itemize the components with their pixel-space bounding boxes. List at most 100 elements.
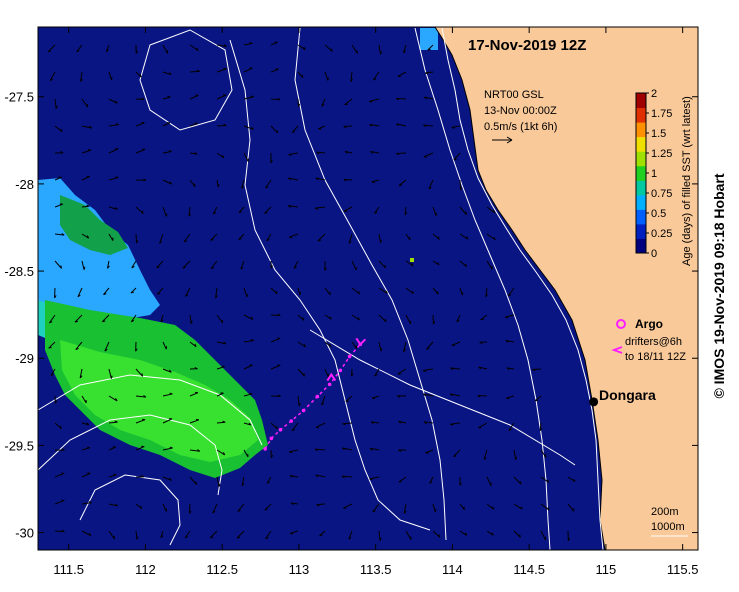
current-vector-head [61,529,65,533]
current-vector-head [131,319,135,323]
current-vector-head [111,76,113,81]
current-vector-head [105,49,109,53]
current-vector-head [369,478,373,481]
current-vector [288,152,299,156]
current-vector-head [438,534,441,538]
current-vector [345,395,353,402]
current-vector-head [425,72,429,75]
current-vector-head [460,186,463,191]
current-vector [315,448,326,451]
current-vector-head [276,425,278,430]
current-vector [371,179,380,183]
current-vector [162,179,172,185]
current-vector-head [194,122,198,125]
current-vector [483,449,488,460]
x-tick-label: 114.5 [513,562,545,577]
current-vector-head [303,373,306,377]
current-vector [478,366,488,370]
current-vector-head [264,508,268,511]
current-vector [54,472,65,478]
current-vector [432,503,436,513]
current-vector [506,367,515,370]
current-vector [81,233,89,239]
current-vector [405,530,412,540]
current-vector [427,44,434,51]
current-vector-head [168,72,172,76]
current-vector-head [249,392,253,395]
current-vector [135,395,146,398]
current-vector [108,503,118,507]
current-vector [324,71,329,81]
current-vector [162,341,167,350]
current-vector [403,503,407,514]
current-vector-head [357,317,360,321]
current-vector-head [160,535,164,539]
current-vector [398,420,407,424]
current-vector [378,530,381,541]
current-vector-head [461,292,464,296]
y-tick-label: -29 [15,351,34,366]
current-vector [324,368,329,378]
current-vector-head [114,420,118,423]
current-vector [237,503,245,512]
x-tick-label: 113 [289,562,310,577]
current-vector-head [194,343,197,347]
land-area [434,26,699,551]
current-vector-head [327,77,329,81]
current-vector [342,475,353,478]
current-vector [54,203,63,208]
current-vector [81,149,92,154]
drifter-point [263,447,267,451]
current-vector [108,206,118,210]
current-vector-head [213,211,217,215]
current-vector [270,364,281,370]
current-vector-head [104,348,108,352]
current-vector [348,530,353,540]
current-vector-head [223,44,227,47]
current-vector-head [241,185,245,189]
current-vector [209,530,218,539]
current-vector [432,206,437,216]
current-vector-head [61,448,65,451]
current-vector [567,503,575,512]
current-vector-head [277,394,281,397]
current-vector [372,71,380,81]
current-vector [459,287,463,296]
current-vector-head [379,537,382,541]
current-vector-head [397,395,401,398]
current-vector [396,97,407,100]
current-vector [189,341,197,348]
current-vector [108,233,114,241]
current-vector [216,94,227,100]
current-vector [162,476,172,481]
current-vector [108,474,117,478]
drifter-point [278,427,283,432]
current-vector [374,368,380,377]
current-vector [478,422,488,429]
x-tick-label: 114 [442,562,463,577]
current-vector-head [398,420,402,424]
current-vector-head [317,239,321,242]
current-vector-head [210,536,214,539]
current-vector-head [169,369,172,373]
current-vector-head [86,422,90,426]
drifter-point [327,382,332,387]
current-vector [288,177,299,181]
current-vector-head [491,532,494,536]
x-tick-label: 112.5 [206,562,238,577]
current-vector-head [264,212,268,214]
current-vector-head [348,536,352,540]
current-vector-head [212,510,216,514]
current-vector [81,447,90,451]
current-vector [108,395,118,402]
current-vector [513,476,522,485]
colorbar-tick-label: 0 [651,248,657,260]
current-vector [216,392,224,397]
current-vector-head [185,294,189,297]
current-vector [397,368,407,375]
current-vector-head [567,537,571,542]
current-vector [103,287,110,295]
current-vector [216,476,220,487]
current-vector-head [374,211,378,214]
